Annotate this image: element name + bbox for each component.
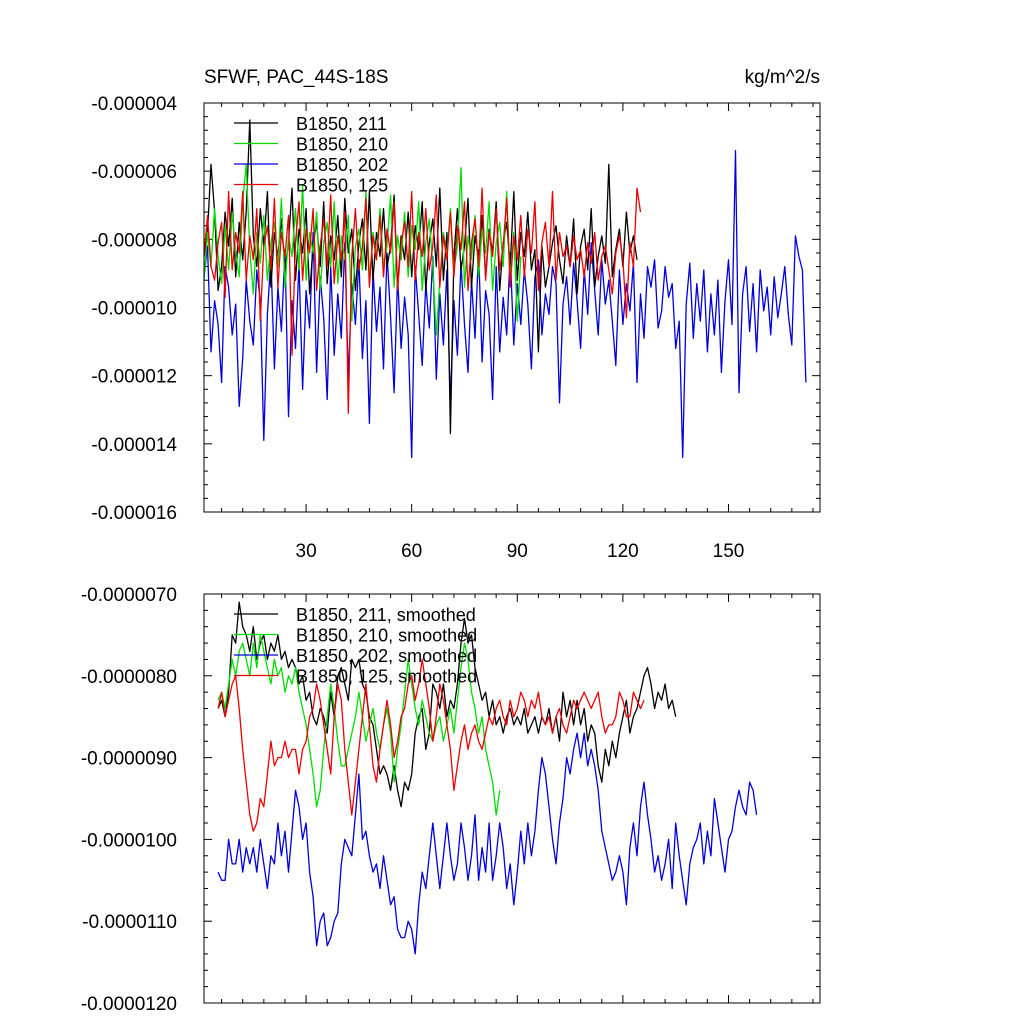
bot-series-line: [217, 658, 645, 832]
top-legend-label: B1850, 211: [296, 114, 387, 134]
bot-series-line: [217, 732, 758, 955]
top-y-tick-label: -0.000014: [91, 435, 177, 456]
chart-title: SFWF, PAC_44S-18S: [204, 67, 388, 88]
top-y-tick-label: -0.000008: [91, 230, 177, 251]
bot-y-tick-label: -0.0000080: [81, 667, 177, 688]
bot-y-tick-label: -0.0000100: [81, 830, 177, 851]
top-series-lines: [203, 119, 807, 459]
top-x-tick-label: 60: [401, 541, 422, 562]
top-y-tick-label: -0.000016: [91, 503, 177, 524]
bot-legend-label: B1850, 125, smoothed: [296, 667, 477, 687]
bottom-panel: -0.0000070 -0.0000080 -0.0000090 -0.0000100…: [81, 585, 821, 1015]
top-y-tick-label: -0.000004: [91, 94, 177, 115]
bottom-y-tick-labels: -0.0000070 -0.0000080 -0.0000090 -0.0000100…: [81, 585, 177, 1015]
top-y-tick-label: -0.000012: [91, 367, 177, 388]
top-legend-label: B1850, 210: [296, 135, 388, 155]
bot-legend-label: B1850, 210, smoothed: [296, 626, 477, 646]
top-x-tick-label: 120: [607, 541, 639, 562]
bot-y-tick-label: -0.0000070: [81, 585, 177, 606]
bot-series-line: [217, 634, 501, 816]
bot-y-tick-label: -0.0000110: [82, 912, 177, 933]
top-y-tick-label: -0.000006: [91, 162, 177, 183]
top-axis-ticks: [204, 102, 820, 513]
bot-legend-label: B1850, 211, smoothed: [296, 605, 476, 625]
top-plot-frame: [203, 102, 821, 513]
top-series-line: [203, 163, 522, 336]
top-legend-label: B1850, 202: [296, 155, 388, 175]
units-label: kg/m^2/s: [745, 67, 820, 88]
bot-series-line: [217, 601, 677, 808]
top-x-tick-label: 150: [713, 541, 745, 562]
bot-y-tick-label: -0.0000090: [81, 749, 177, 770]
top-series-line: [203, 150, 807, 459]
bottom-series-lines: [217, 601, 758, 955]
top-y-tick-label: -0.000010: [91, 299, 177, 320]
top-series-line: [203, 187, 642, 414]
bottom-plot-frame: [203, 593, 821, 1004]
top-x-tick-labels: 30 60 90 120 150: [296, 541, 745, 562]
top-x-tick-label: 90: [507, 541, 528, 562]
bot-legend-label: B1850, 202, smoothed: [296, 646, 477, 666]
top-legend-label: B1850, 125: [296, 176, 388, 196]
bottom-axis-ticks: [204, 593, 820, 1004]
top-y-tick-labels: -0.000004 -0.000006 -0.000008 -0.000010 -0.0…: [91, 94, 177, 524]
top-panel: -0.000004 -0.000006 -0.000008 -0.000010 -0.0…: [91, 94, 821, 562]
bot-y-tick-label: -0.0000120: [81, 994, 177, 1015]
top-x-tick-label: 30: [296, 541, 317, 562]
